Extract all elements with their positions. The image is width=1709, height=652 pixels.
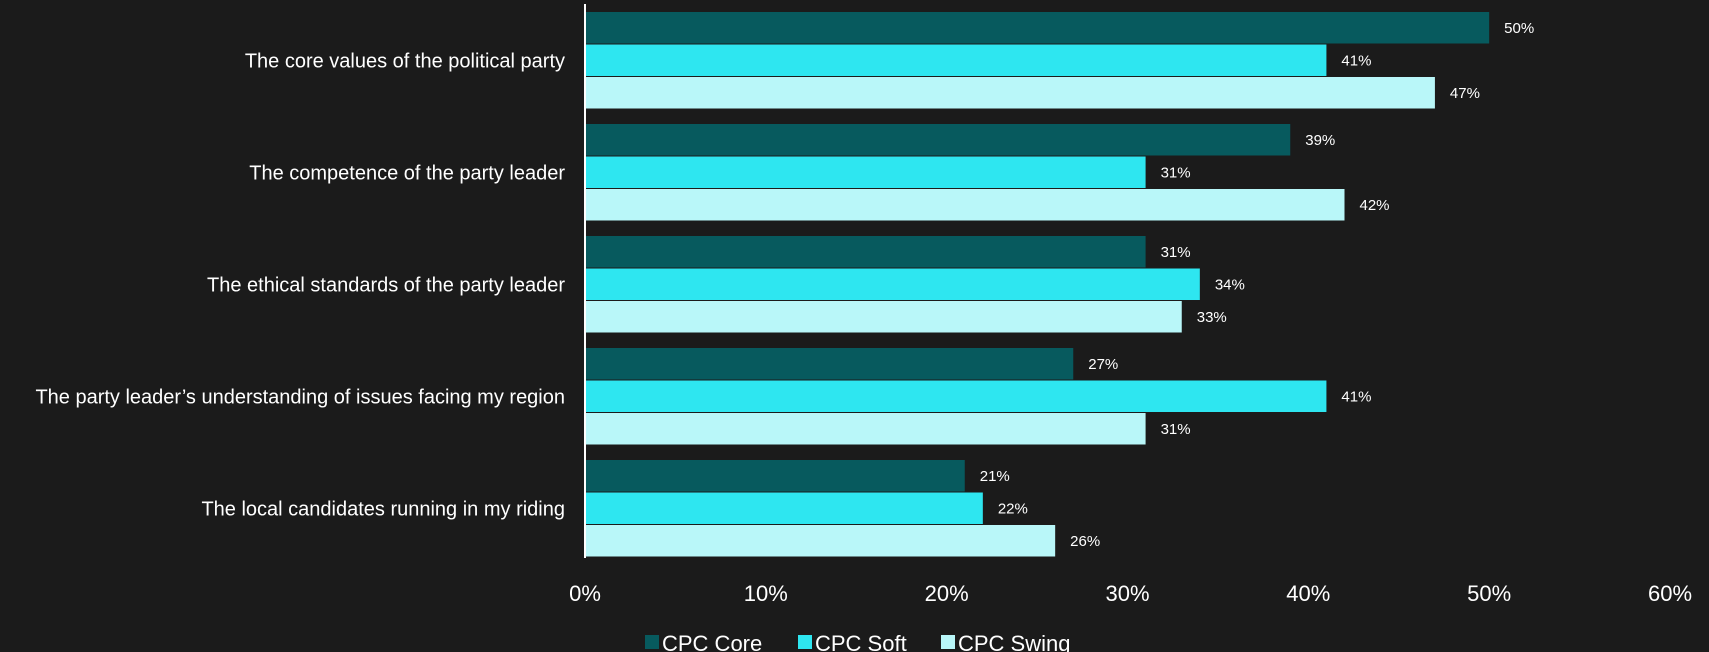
bar-cpc-swing-2 [585,301,1182,333]
bar-cpc-swing-3 [585,413,1146,445]
bar-cpc-soft-0 [585,44,1327,76]
data-label: 31% [1161,421,1191,438]
x-tick-label: 20% [925,581,969,606]
legend-label: CPC Swing [958,631,1070,652]
data-label: 27% [1088,356,1118,373]
bar-cpc-soft-3 [585,380,1327,412]
data-label: 34% [1215,276,1245,293]
bar-cpc-core-0 [585,12,1490,44]
data-label: 47% [1450,85,1480,102]
legend: CPC Core CPC Soft CPC Swing [645,631,1070,652]
bar-cpc-core-1 [585,124,1291,156]
bar-cpc-soft-1 [585,156,1146,188]
category-label: The ethical standards of the party leade… [207,274,565,296]
bar-cpc-swing-4 [585,525,1056,557]
bar-cpc-soft-2 [585,268,1200,300]
x-tick-label: 60% [1648,581,1692,606]
category-label: The competence of the party leader [249,162,565,184]
legend-swatch [941,635,955,649]
category-label: The core values of the political party [245,50,565,72]
x-tick-label: 0% [569,581,601,606]
x-tick-label: 40% [1286,581,1330,606]
bar-cpc-core-4 [585,460,965,492]
data-label: 42% [1360,197,1390,214]
bars-group [585,12,1490,557]
x-tick-label: 50% [1467,581,1511,606]
x-tick-label: 10% [744,581,788,606]
data-label: 41% [1341,388,1371,405]
legend-swatch [798,635,812,649]
data-label: 21% [980,468,1010,485]
bar-cpc-core-2 [585,236,1146,268]
bar-cpc-swing-0 [585,77,1435,109]
data-labels-group: 50% 41% 47% 39% 31% 42% 31% 34% 33% 27% 41% 31% 21% 2… [980,20,1534,550]
x-tick-label: 30% [1105,581,1149,606]
bar-cpc-core-3 [585,348,1074,380]
legend-label: CPC Soft [815,631,907,652]
data-label: 33% [1197,309,1227,326]
data-label: 22% [998,500,1028,517]
category-label: The local candidates running in my ridin… [201,498,565,520]
data-label: 50% [1504,20,1534,37]
category-labels-group: The core values of the political party Th… [35,50,565,520]
legend-swatch [645,635,659,649]
x-axis-ticks-group: 0% 10% 20% 30% 40% 50% 60% [569,581,1692,606]
data-label: 31% [1161,164,1191,181]
data-label: 41% [1341,52,1371,69]
data-label: 31% [1161,244,1191,261]
data-label: 26% [1070,533,1100,550]
legend-label: CPC Core [662,631,762,652]
bar-cpc-swing-1 [585,189,1345,221]
data-label: 39% [1305,132,1335,149]
bar-cpc-soft-4 [585,492,983,524]
category-label: The party leader’s understanding of issu… [35,386,565,408]
